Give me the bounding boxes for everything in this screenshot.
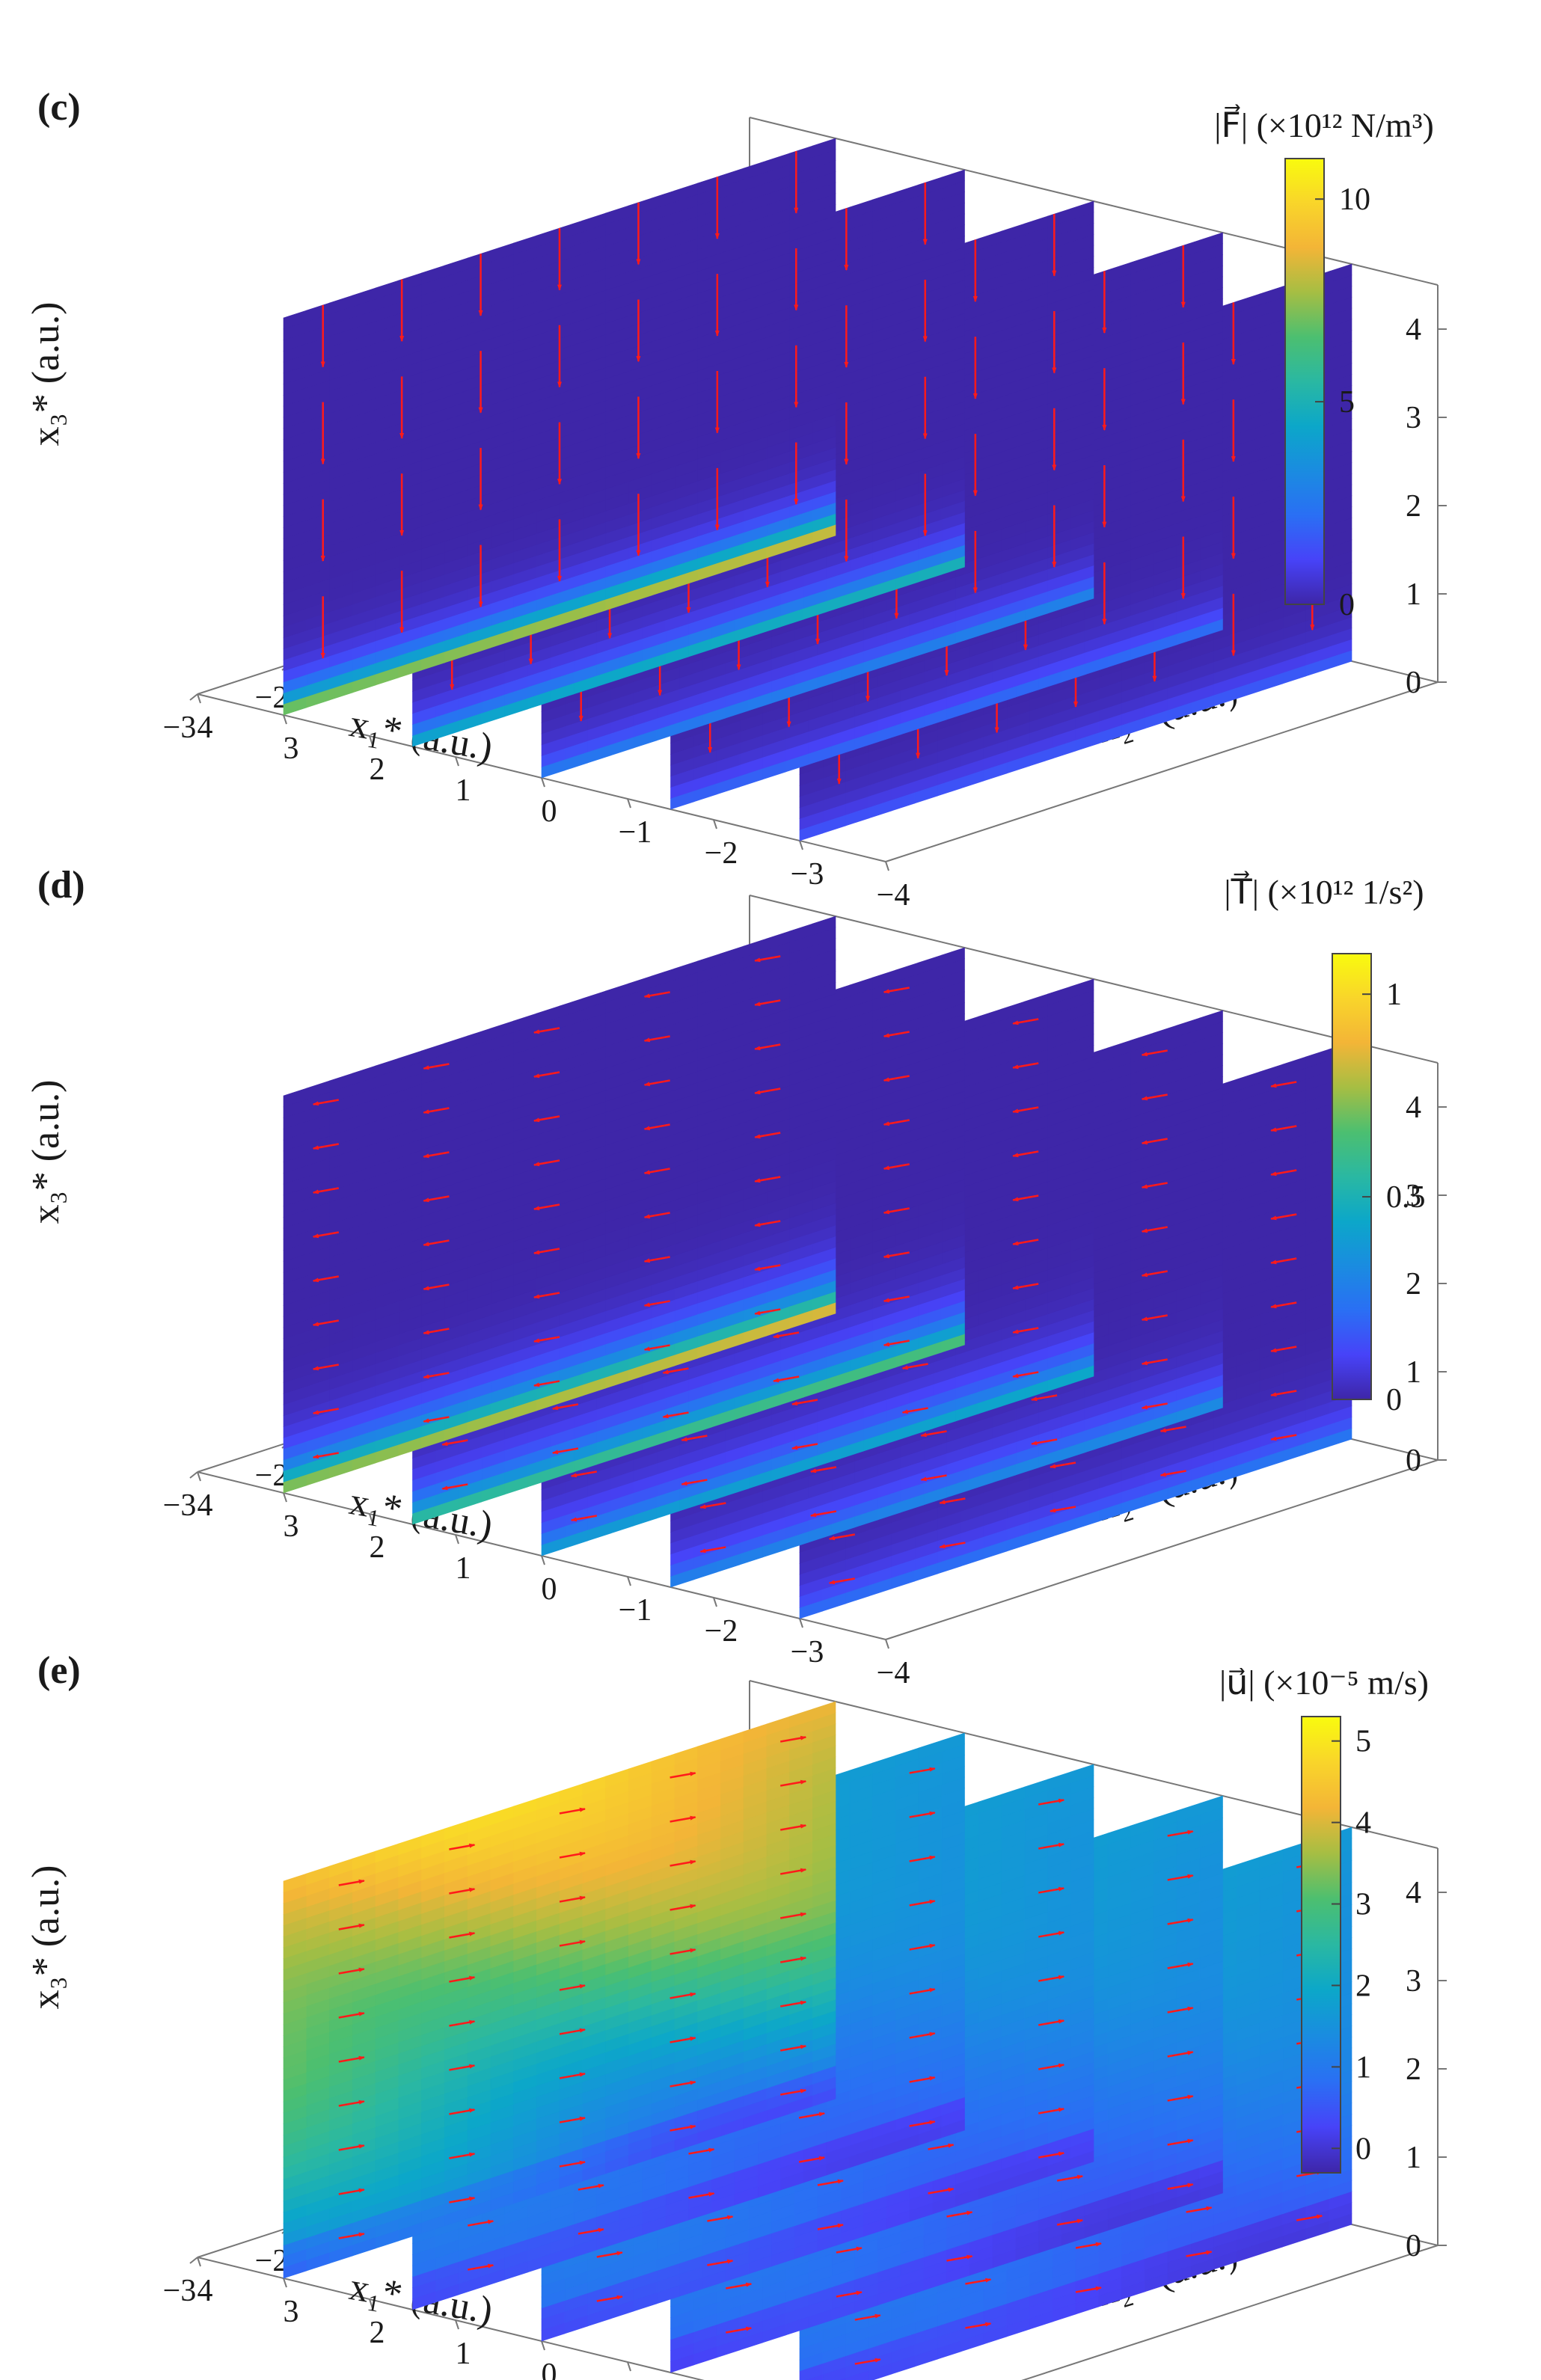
y-tick-label: −2 (255, 1459, 289, 1493)
x-tick-label: 4 (197, 711, 213, 745)
x-tick-label: 2 (370, 1530, 385, 1565)
y-tick-label: −3 (163, 1488, 197, 1523)
x-tick-mark (197, 693, 201, 704)
x-tick-mark (885, 861, 889, 871)
z-tick-label: 3 (1406, 401, 1421, 435)
x-tick-label: 4 (197, 1488, 213, 1523)
z-axis-label: x₃* (a.u.) (25, 302, 67, 447)
x-tick-label: 1 (456, 773, 471, 808)
y-tick-mark (189, 693, 198, 701)
x-tick-mark (369, 735, 373, 746)
x-tick-label: −4 (877, 878, 910, 913)
x-tick-label: 0 (542, 794, 557, 829)
slices (283, 138, 1352, 841)
z-tick-label: 4 (1406, 313, 1421, 347)
z-tick-label: 2 (1406, 1267, 1421, 1301)
x-tick-label: 0 (542, 1572, 557, 1607)
x-tick-label: 3 (284, 1509, 299, 1544)
x-tick-label: −2 (705, 1614, 738, 1648)
colorbar-tick-label: 10 (1339, 183, 1370, 217)
x-tick-label: −4 (877, 1656, 910, 1690)
x-tick-label: 3 (284, 732, 299, 766)
z-tick-label: 2 (1406, 489, 1421, 524)
colorbar-tick-label: 0 (1339, 588, 1355, 622)
x-tick-label: −3 (791, 857, 824, 892)
x-tick-label: −3 (791, 1635, 824, 1669)
x-tick-mark (283, 714, 287, 725)
z-axis-label: x₃* (a.u.) (25, 1080, 67, 1224)
y-tick-mark (189, 1471, 198, 1479)
x-tick-label: −1 (619, 1593, 652, 1628)
floor-left-line (885, 681, 1439, 862)
panel-label: (c) (37, 86, 81, 129)
colorbar-title: |F⃗| (×10¹² N/m³) (1214, 105, 1434, 144)
z-tick-label: 4 (1406, 1091, 1421, 1125)
x-tick-label: 2 (370, 752, 385, 787)
x-tick-label: 1 (456, 1551, 471, 1586)
x-tick-mark (799, 840, 803, 850)
x-tick-mark (627, 798, 631, 809)
colorbar-gradient (1284, 158, 1325, 605)
x-tick-mark (455, 756, 459, 767)
x-tick-label: −1 (619, 815, 652, 850)
x-tick-label: −2 (705, 836, 738, 871)
slices (283, 915, 1352, 1619)
z-tick-label: 1 (1406, 1355, 1421, 1390)
panel-label: (d) (37, 864, 85, 907)
z-tick-label: 1 (1406, 577, 1421, 612)
x-tick-mark (713, 819, 717, 829)
colorbar-tick-label: 5 (1339, 385, 1355, 420)
z-tick-label: 0 (1406, 666, 1421, 700)
y-tick-label: −3 (163, 711, 197, 745)
x-tick-mark (885, 1639, 889, 1649)
x-tick-mark (541, 777, 545, 788)
z-tick-label: 0 (1406, 1444, 1421, 1478)
y-tick-label: −2 (255, 681, 289, 715)
